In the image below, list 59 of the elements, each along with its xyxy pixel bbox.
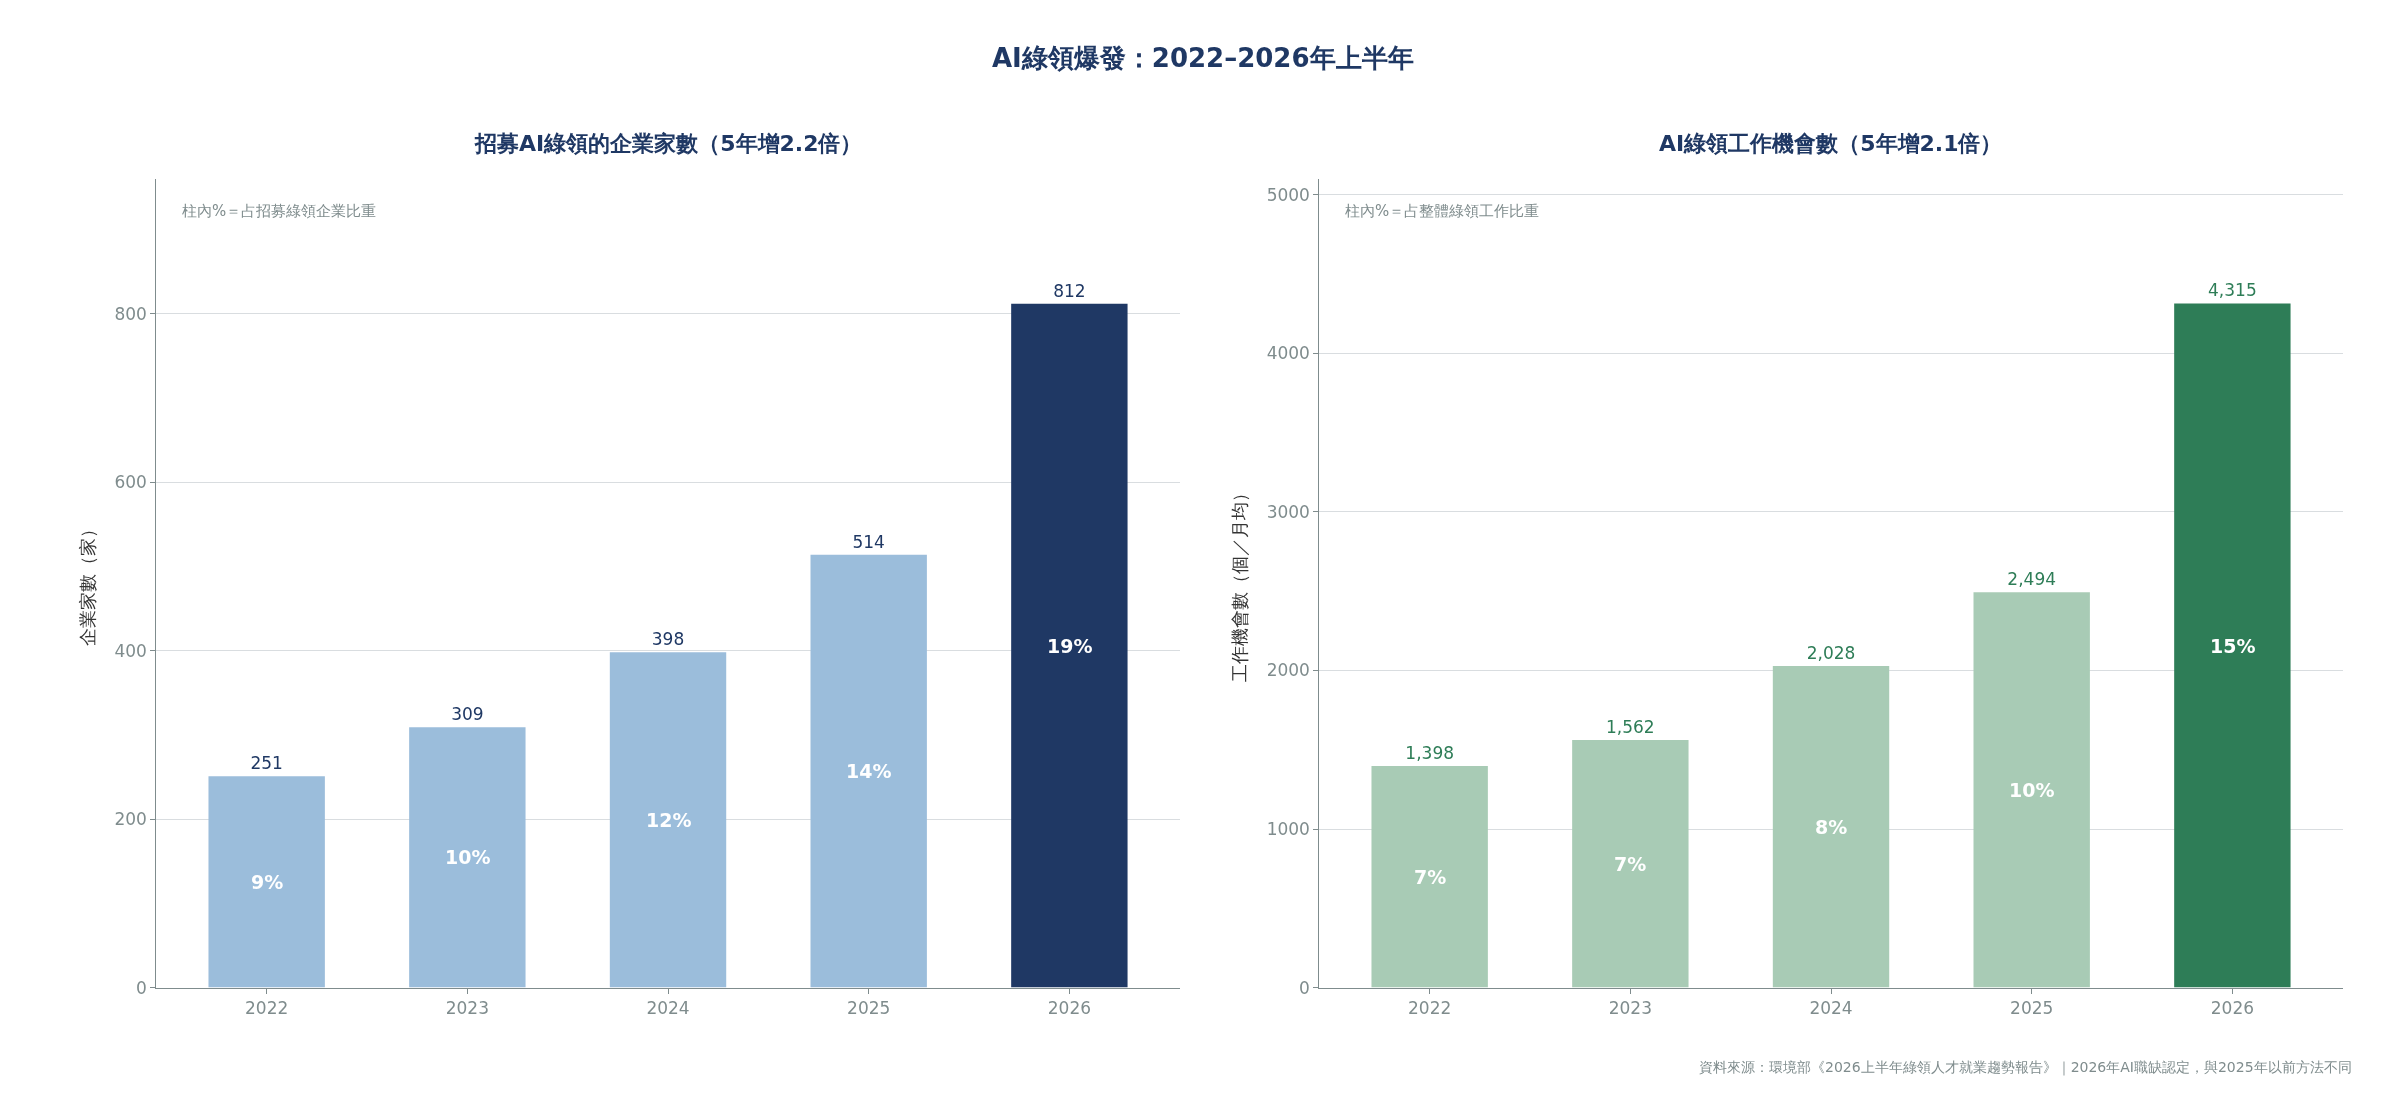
- x-tick-label: 2022: [245, 998, 289, 1018]
- bar: [1772, 666, 1890, 988]
- x-tick-label: 2024: [646, 998, 690, 1018]
- annotation: 10%: [445, 846, 491, 868]
- y-tick-label: 1000: [1266, 818, 1310, 839]
- annotation: 柱內%＝占招募綠領企業比重: [182, 202, 377, 220]
- data-label: 1,398: [1405, 742, 1455, 763]
- text: AI綠領爆發：2022–2026年上半年: [992, 43, 1414, 73]
- y-tick-label: 2000: [1266, 660, 1310, 681]
- annotation: 15%: [2210, 635, 2256, 657]
- annotation: 10%: [2009, 779, 2055, 801]
- x-tick-label: 2025: [847, 998, 891, 1018]
- data-label: 2,028: [1806, 643, 1856, 664]
- data-label: 309: [451, 704, 484, 725]
- x-tick-label: 2025: [2010, 998, 2054, 1018]
- y-tick-label: 3000: [1266, 501, 1310, 522]
- bar: [409, 727, 526, 988]
- data-label: 2,494: [2007, 569, 2057, 590]
- x-tick-label: 2023: [445, 998, 489, 1018]
- data-label: 514: [852, 531, 885, 552]
- annotation: 8%: [1815, 816, 1848, 838]
- y-tick-label: 5000: [1266, 184, 1310, 205]
- annotation: 14%: [846, 760, 892, 782]
- data-label: 398: [651, 629, 685, 650]
- y-tick-label: 0: [136, 977, 147, 998]
- bar: [2174, 303, 2291, 988]
- chart-title: AI綠領工作機會數（5年增2.1倍）: [1659, 131, 2003, 156]
- annotation: 19%: [1047, 635, 1093, 657]
- data-label: 4,315: [2208, 280, 2257, 301]
- y-tick-label: 0: [1299, 977, 1310, 998]
- y-tick-label: 4000: [1266, 343, 1310, 364]
- bar: [1572, 739, 1689, 988]
- data-label: 251: [250, 753, 283, 774]
- y-tick-label: 400: [114, 640, 147, 661]
- annotation: 12%: [646, 809, 692, 831]
- annotation: 柱內%＝占整體綠領工作比重: [1345, 202, 1540, 220]
- y-tick-label: 200: [114, 809, 147, 830]
- y-axis-title: 企業家數（家）: [76, 520, 98, 647]
- annotation: 7%: [1614, 853, 1647, 875]
- bar: [609, 652, 727, 988]
- x-tick-label: 2026: [2210, 998, 2254, 1018]
- y-tick-label: 600: [114, 472, 147, 493]
- bar: [208, 776, 325, 988]
- x-tick-label: 2024: [1809, 998, 1853, 1018]
- bar: [1371, 765, 1488, 988]
- y-tick-label: 800: [114, 303, 147, 324]
- bar: [810, 554, 927, 988]
- x-tick-label: 2022: [1408, 998, 1452, 1018]
- data-label: 1,562: [1606, 716, 1655, 737]
- y-axis-title: 工作機會數（個／月均）: [1228, 484, 1250, 683]
- data-label: 812: [1053, 280, 1086, 301]
- x-tick-label: 2026: [1047, 998, 1091, 1018]
- bar: [1973, 592, 2090, 988]
- chart-title: 招募AI綠領的企業家數（5年增2.2倍）: [474, 131, 863, 156]
- x-tick-label: 2023: [1608, 998, 1652, 1018]
- source-note: 資料來源：環境部《2026上半年綠領人才就業趨勢報告》｜2026年AI職缺認定，與2025年以前方法不同: [1699, 1059, 2352, 1076]
- annotation: 7%: [1414, 866, 1447, 888]
- bar: [1011, 303, 1128, 988]
- annotation: 9%: [251, 871, 284, 893]
